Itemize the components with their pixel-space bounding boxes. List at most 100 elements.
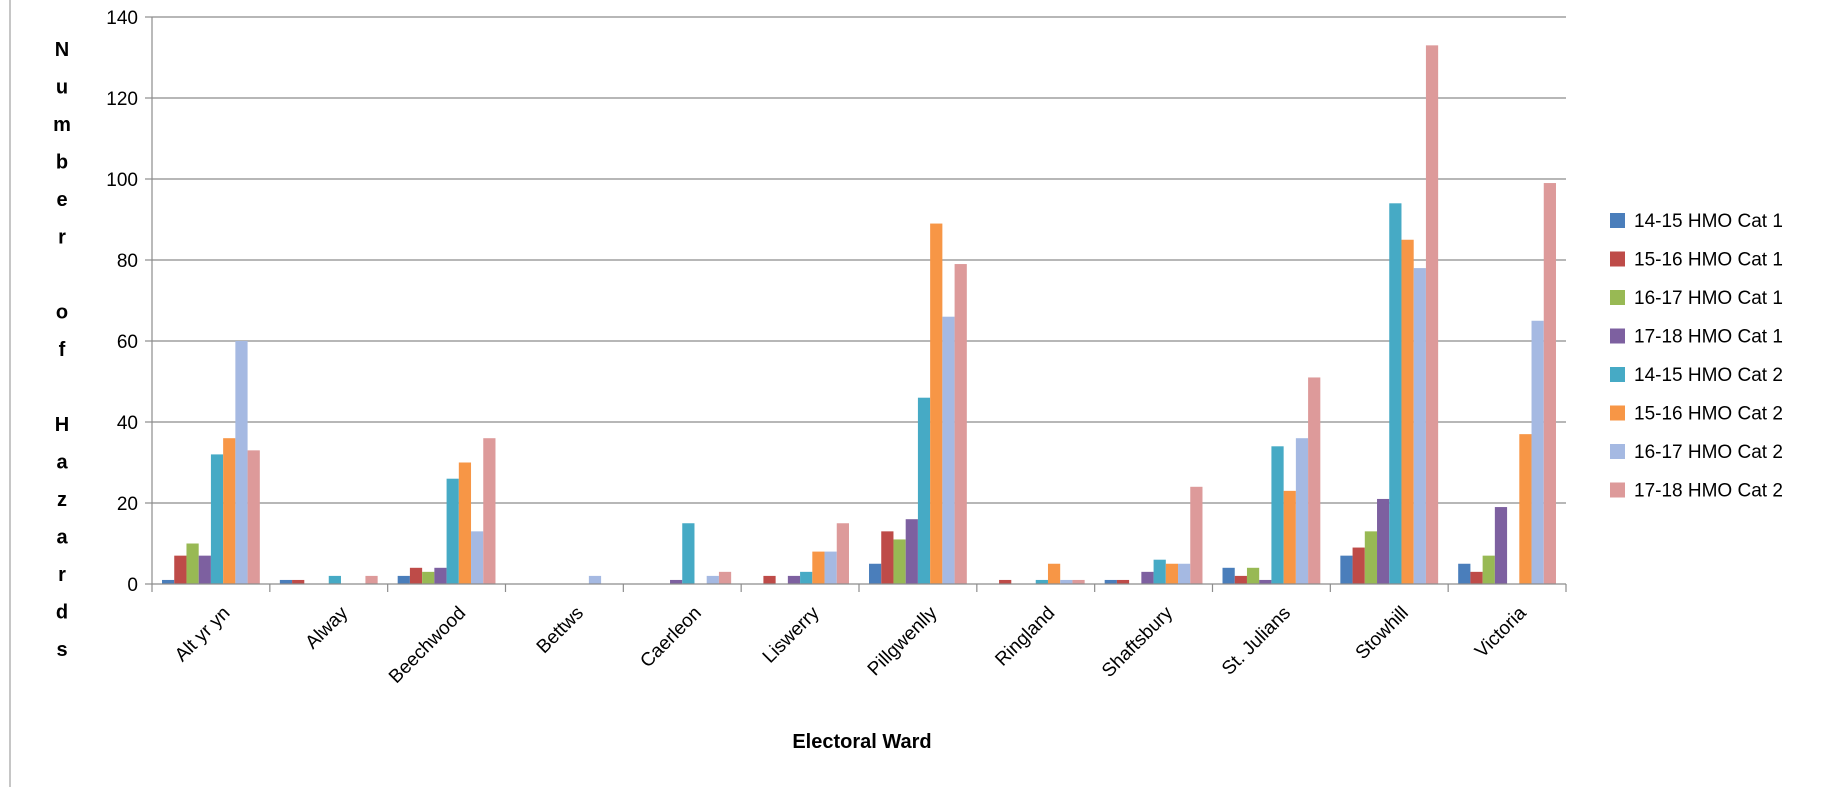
bar-17-18-hmo-cat-1: Liswerry — 17-18 HMO Cat 1: 2 (787, 575, 801, 584)
legend-label: 15-16 HMO Cat 2 (1634, 404, 1783, 425)
bar-17-18-hmo-cat-2: Alt yr yn — 17-18 HMO Cat 2: 33 (247, 450, 260, 584)
x-category-label: Pillgwenlly (864, 602, 942, 680)
bar-15-16-hmo-cat-1: Pillgwenlly — 15-16 HMO Cat 1: 13 (881, 531, 894, 584)
x-category-label: Stowhill (1352, 603, 1413, 664)
bar-17-18-hmo-cat-2: Caerleon — 17-18 HMO Cat 2: 3 (718, 571, 732, 584)
y-tick-label: 80 (117, 251, 138, 272)
y-axis-title-char: f (59, 339, 66, 361)
bar-14-15-hmo-cat-2: Ringland — 14-15 HMO Cat 2: 1 (1035, 579, 1048, 584)
y-axis-title-char: u (56, 77, 68, 99)
x-category-label: Ringland (991, 603, 1059, 671)
x-category-label: Alway (302, 602, 353, 653)
bar-15-16-hmo-cat-1: Ringland — 15-16 HMO Cat 1: 1 (999, 579, 1012, 584)
bar-15-16-hmo-cat-2: St. Julians — 15-16 HMO Cat 2: 23 (1283, 490, 1296, 584)
bar-17-18-hmo-cat-2: Alway — 17-18 HMO Cat 2: 2 (365, 575, 378, 584)
y-axis-title-char: r (58, 564, 66, 586)
x-category-label: Caerleon (636, 603, 705, 672)
bar-14-15-hmo-cat-1: Alway — 14-15 HMO Cat 1: 1 (279, 579, 293, 584)
bar-14-15-hmo-cat-2: St. Julians — 14-15 HMO Cat 2: 34 (1271, 446, 1284, 584)
legend-swatch (1610, 328, 1625, 344)
bar-17-18-hmo-cat-2: Beechwood — 17-18 HMO Cat 2: 36 (483, 438, 496, 584)
bar-14-15-hmo-cat-2: Stowhill — 14-15 HMO Cat 2: 94 (1389, 203, 1402, 585)
bar-14-15-hmo-cat-2: Alway — 14-15 HMO Cat 2: 2 (328, 575, 341, 584)
bar-16-17-hmo-cat-1: Alt yr yn — 16-17 HMO Cat 1: 10 (186, 543, 199, 584)
bar-14-15-hmo-cat-2: Beechwood — 14-15 HMO Cat 2: 26 (446, 478, 459, 584)
legend-label: 16-17 HMO Cat 2 (1634, 442, 1783, 463)
bar-16-17-hmo-cat-1: Pillgwenlly — 16-17 HMO Cat 1: 11 (893, 539, 906, 584)
y-axis-title-char: b (56, 152, 68, 174)
x-axis-title: Electoral Ward (792, 731, 931, 753)
y-tick-label: 40 (117, 413, 138, 434)
bar-16-17-hmo-cat-1: Victoria — 16-17 HMO Cat 1: 7 (1482, 555, 1495, 584)
bar-16-17-hmo-cat-2: Victoria — 16-17 HMO Cat 2: 65 (1531, 320, 1544, 584)
bar-17-18-hmo-cat-2: Pillgwenlly — 17-18 HMO Cat 2: 79 (954, 264, 967, 584)
y-axis-title-char: d (56, 602, 68, 624)
bar-16-17-hmo-cat-2: Liswerry — 16-17 HMO Cat 2: 8 (824, 551, 837, 584)
legend-label: 17-18 HMO Cat 2 (1634, 481, 1783, 502)
bar-16-17-hmo-cat-2: St. Julians — 16-17 HMO Cat 2: 36 (1295, 438, 1309, 584)
bar-15-16-hmo-cat-2: Victoria — 15-16 HMO Cat 2: 37 (1519, 434, 1532, 584)
y-tick-label: 140 (106, 8, 138, 29)
axes: 0 20 40 60 80 100 120 140 Alt yr yn Alway Beechwoo… (106, 8, 1567, 688)
bar-17-18-hmo-cat-1: Stowhill — 17-18 HMO Cat 1: 21 (1377, 498, 1390, 584)
y-tick-label: 60 (117, 332, 138, 353)
x-category-label: Bettws (533, 603, 588, 658)
legend-label: 17-18 HMO Cat 1 (1634, 327, 1783, 348)
bar-16-17-hmo-cat-1: Stowhill — 16-17 HMO Cat 1: 13 (1364, 531, 1378, 584)
x-category-label: Beechwood (385, 603, 470, 688)
bar-15-16-hmo-cat-2: Alt yr yn — 15-16 HMO Cat 2: 36 (223, 438, 236, 584)
x-category-label: Alt yr yn (171, 603, 234, 666)
legend-swatch (1610, 482, 1625, 498)
legend-swatch (1610, 367, 1625, 382)
bar-14-15-hmo-cat-2: Alt yr yn — 14-15 HMO Cat 2: 32 (210, 454, 224, 584)
bar-16-17-hmo-cat-1: Beechwood — 16-17 HMO Cat 1: 3 (422, 571, 435, 584)
bar-15-16-hmo-cat-2: Shaftsbury — 15-16 HMO Cat 2: 5 (1165, 563, 1179, 584)
bar-14-15-hmo-cat-1: Alt yr yn — 14-15 HMO Cat 1: 1 (162, 579, 175, 584)
bar-14-15-hmo-cat-2: Pillgwenlly — 14-15 HMO Cat 2: 46 (917, 397, 931, 584)
bar-17-18-hmo-cat-1: Beechwood — 17-18 HMO Cat 1: 4 (434, 567, 447, 584)
bar-16-17-hmo-cat-2: Stowhill — 16-17 HMO Cat 2: 78 (1413, 268, 1426, 584)
bar-15-16-hmo-cat-2: Liswerry — 15-16 HMO Cat 2: 8 (812, 551, 825, 584)
bar-16-17-hmo-cat-2: Alt yr yn — 16-17 HMO Cat 2: 60 (235, 341, 248, 584)
bar-17-18-hmo-cat-2: St. Julians — 17-18 HMO Cat 2: 51 (1308, 377, 1321, 584)
bar-17-18-hmo-cat-1: Alt yr yn — 17-18 HMO Cat 1: 7 (198, 555, 211, 584)
bar-17-18-hmo-cat-1: Shaftsbury — 17-18 HMO Cat 1: 3 (1141, 571, 1154, 584)
legend-swatch (1610, 251, 1625, 267)
legend-swatch (1610, 213, 1625, 228)
x-category-label: Victoria (1471, 602, 1531, 662)
legend-swatch (1610, 290, 1625, 305)
bar-14-15-hmo-cat-1: Stowhill — 14-15 HMO Cat 1: 7 (1340, 555, 1353, 584)
bar-17-18-hmo-cat-2: Stowhill — 17-18 HMO Cat 2: 133 (1425, 45, 1439, 585)
bar-14-15-hmo-cat-2: Caerleon — 14-15 HMO Cat 2: 15 (682, 523, 695, 584)
bar-17-18-hmo-cat-1: Caerleon — 17-18 HMO Cat 1: 1 (670, 579, 683, 584)
bar-16-17-hmo-cat-2: Bettws — 16-17 HMO Cat 2: 2 (588, 575, 602, 584)
bar-14-15-hmo-cat-2: Shaftsbury — 14-15 HMO Cat 2: 6 (1153, 559, 1166, 584)
bar-15-16-hmo-cat-1: Liswerry — 15-16 HMO Cat 1: 2 (763, 575, 776, 584)
bar-16-17-hmo-cat-2: Pillgwenlly — 16-17 HMO Cat 2: 66 (942, 316, 955, 584)
y-axis-title-char: N (55, 39, 69, 61)
y-tick-label: 0 (127, 575, 138, 596)
legend-label: 15-16 HMO Cat 1 (1634, 250, 1783, 271)
bar-14-15-hmo-cat-1: Beechwood — 14-15 HMO Cat 1: 2 (397, 575, 410, 584)
y-axis-title-char: o (56, 302, 68, 324)
bar-15-16-hmo-cat-2: Beechwood — 15-16 HMO Cat 2: 30 (458, 462, 472, 584)
bar-17-18-hmo-cat-2: Shaftsbury — 17-18 HMO Cat 2: 24 (1190, 486, 1203, 584)
x-category-label: St. Julians (1218, 603, 1295, 680)
legend-swatch (1610, 444, 1625, 459)
bar-16-17-hmo-cat-2: Ringland — 16-17 HMO Cat 2: 1 (1060, 579, 1073, 584)
legend-swatch (1610, 405, 1625, 421)
x-category-label: Shaftsbury (1098, 602, 1177, 681)
bar-14-15-hmo-cat-2: Liswerry — 14-15 HMO Cat 2: 3 (800, 571, 813, 584)
bar-14-15-hmo-cat-1: St. Julians — 14-15 HMO Cat 1: 4 (1222, 567, 1235, 584)
y-axis-title-char: e (56, 189, 67, 211)
x-category-label: Liswerry (759, 602, 824, 667)
y-axis-title-char: r (58, 227, 66, 249)
bar-16-17-hmo-cat-2: Caerleon — 16-17 HMO Cat 2: 2 (706, 575, 719, 584)
y-axis-title-char: s (56, 639, 67, 661)
bars: Alt yr yn — 14-15 HMO Cat 1: 1 Alt yr yn … (162, 45, 1556, 585)
y-axis-title-char: a (56, 452, 68, 474)
y-axis-title-char: z (57, 489, 67, 511)
bar-15-16-hmo-cat-1: Alway — 15-16 HMO Cat 1: 1 (292, 579, 305, 584)
